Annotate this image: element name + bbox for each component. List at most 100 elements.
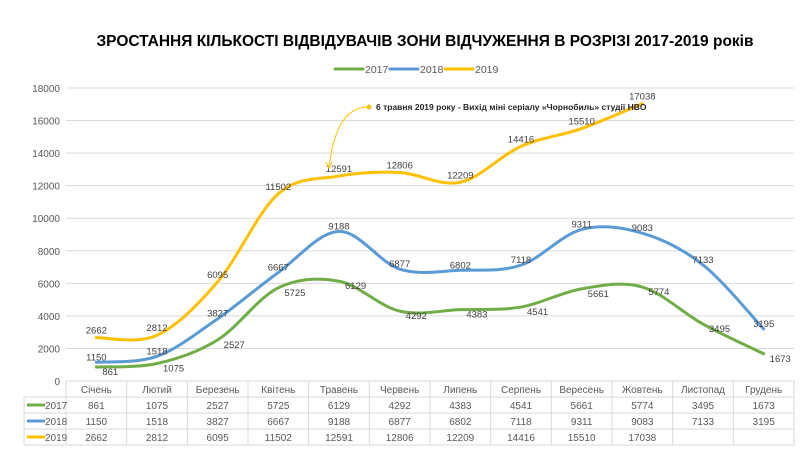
data-label-2018: 1150: [86, 352, 106, 363]
data-label-2017: 5774: [648, 287, 669, 298]
x-category-label: Жовтень: [622, 385, 663, 396]
annotation-leader: [328, 106, 368, 169]
legend-label-2019: 2019: [475, 64, 499, 76]
table-cell: 861: [88, 401, 105, 412]
table-cell: 1075: [146, 401, 169, 412]
legend-label-2017: 2017: [365, 64, 389, 76]
data-label-2017: 2527: [224, 340, 245, 351]
table-cell: 9311: [571, 417, 593, 428]
data-label-2017: 4292: [406, 311, 427, 322]
data-label-2019: 17038: [629, 92, 655, 103]
series-line-2019: [94, 102, 644, 342]
legend: 2017 2018 2019: [333, 64, 499, 76]
table-cell: 1673: [753, 401, 776, 412]
table-cell: 5661: [571, 401, 594, 412]
table-cell: 12209: [446, 433, 474, 444]
x-category-label: Лютий: [142, 385, 172, 396]
table-cell: 2812: [146, 433, 169, 444]
data-label-2017: 3495: [709, 324, 730, 335]
x-category-label: Липень: [443, 385, 477, 396]
table-cell: 15510: [568, 433, 596, 444]
data-label-2019: 11502: [265, 182, 291, 193]
y-tick-label: 0: [54, 377, 60, 388]
data-label-2017: 1075: [163, 364, 184, 375]
data-label-2018: 7118: [511, 255, 531, 266]
x-category-label: Листопад: [681, 385, 725, 396]
data-label-2017: 861: [102, 367, 118, 378]
series-lines: [94, 102, 766, 369]
table-cell: 2527: [207, 401, 230, 412]
data-label-2019: 12591: [326, 164, 352, 175]
y-tick-label: 2000: [38, 344, 61, 355]
y-tick-label: 12000: [32, 182, 60, 193]
data-label-2017: 5725: [284, 288, 305, 299]
table-cell: 4383: [449, 401, 472, 412]
table-cell: 3495: [692, 401, 715, 412]
chart-title: ЗРОСТАННЯ КІЛЬКОСТІ ВІДВІДУВАЧІВ ЗОНИ ВІ…: [96, 33, 753, 50]
data-label-2018: 9311: [571, 219, 591, 230]
gridlines: [66, 87, 794, 382]
data-labels: 861 1075 2527 5725 6129 4292 4383 4541 5661 5774 3…: [86, 92, 791, 378]
data-label-2017: 5661: [588, 289, 609, 300]
data-label-2019: 2812: [146, 323, 167, 334]
table-cell: 12806: [386, 433, 414, 444]
table-cell: 14416: [507, 433, 535, 444]
table-series-label: 2018: [45, 417, 68, 428]
annotation-arrowhead: [325, 161, 333, 170]
table-cell: 9083: [631, 417, 654, 428]
x-category-label: Грудень: [745, 385, 782, 396]
data-label-2019: 6095: [207, 270, 228, 281]
x-category-label: Квітень: [261, 385, 295, 396]
table-cell: 3195: [753, 417, 776, 428]
data-label-2018: 9188: [328, 221, 349, 232]
data-label-2019: 15510: [568, 117, 594, 128]
table-cell: 7118: [510, 417, 532, 428]
table-cell: 5774: [631, 401, 654, 412]
legend-label-2018: 2018: [420, 64, 444, 76]
table-cell: 9188: [328, 417, 351, 428]
annotation-text: 6 травня 2019 року - Вихід міні серіалу …: [376, 102, 647, 112]
data-label-2017: 1673: [770, 354, 791, 365]
data-label-2019: 12209: [447, 170, 473, 181]
annotation-dot: [366, 104, 372, 110]
table-cell: 5725: [267, 401, 290, 412]
data-label-2018: 9083: [632, 223, 653, 234]
data-label-2017: 4383: [466, 310, 487, 321]
table-cell: 3827: [207, 417, 230, 428]
table-cell: 1518: [146, 417, 169, 428]
data-label-2019: 12806: [386, 161, 412, 172]
x-category-label: Березень: [196, 385, 240, 396]
x-category-label: Серпень: [501, 385, 541, 396]
table-cell: 17038: [628, 433, 656, 444]
table-cell: 6667: [267, 417, 290, 428]
data-label-2017: 6129: [345, 281, 366, 292]
y-tick-label: 10000: [32, 214, 60, 225]
table-cell: 12591: [325, 433, 353, 444]
data-label-2018: 7133: [692, 255, 713, 266]
y-tick-label: 4000: [38, 312, 61, 323]
data-label-2018: 3827: [207, 309, 228, 320]
table-cell: 7133: [692, 417, 715, 428]
table-cell: 1150: [86, 417, 108, 428]
table-cell: 6095: [207, 433, 230, 444]
y-tick-label: 6000: [38, 279, 61, 290]
y-tick-label: 18000: [32, 84, 60, 95]
series-line-2017: [94, 277, 766, 369]
data-label-2019: 2662: [86, 326, 107, 337]
table-series-label: 2017: [45, 401, 68, 412]
y-tick-label: 16000: [32, 117, 60, 128]
series-line-2018: [94, 225, 766, 364]
table-cell: 6877: [389, 417, 412, 428]
x-category-label: Вересень: [559, 385, 604, 396]
x-category-label: Травень: [320, 385, 358, 396]
y-tick-label: 14000: [32, 149, 60, 160]
table-cell: 6129: [328, 401, 351, 412]
data-label-2018: 6667: [268, 262, 289, 273]
data-label-2018: 1518: [146, 346, 167, 357]
table-cell: 4292: [389, 401, 412, 412]
data-table: Січень Лютий Березень Квітень Травень Червень…: [23, 380, 795, 446]
x-category-label: Червень: [380, 385, 419, 396]
data-label-2017: 4541: [527, 307, 548, 318]
y-tick-label: 8000: [38, 247, 61, 258]
